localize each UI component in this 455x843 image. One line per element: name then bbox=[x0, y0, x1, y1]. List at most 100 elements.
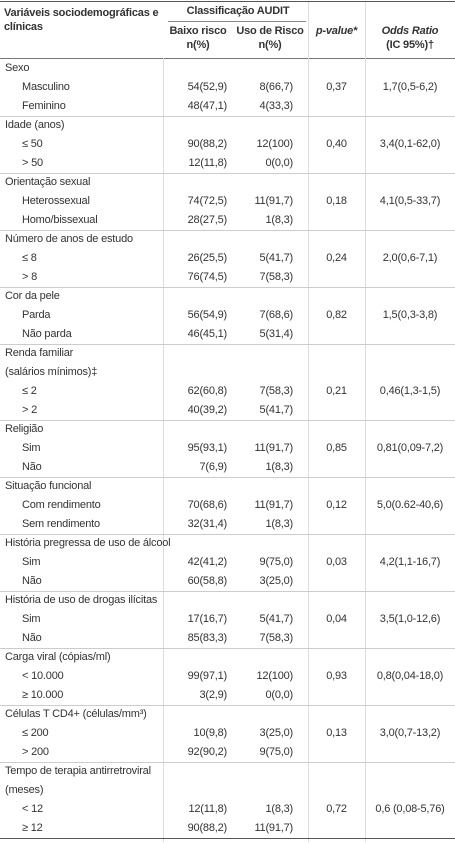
row-label: Sem rendimento bbox=[22, 518, 100, 530]
cell-low: 17(16,7) bbox=[187, 613, 228, 625]
row-label: ≤ 50 bbox=[22, 138, 43, 150]
cell-risk: 5(41,7) bbox=[259, 613, 294, 625]
column-rule bbox=[365, 2, 366, 842]
group-label: História pregressa de uso de álcool bbox=[5, 537, 171, 549]
row-label: Não bbox=[22, 461, 42, 473]
group-label: Idade (anos) bbox=[5, 119, 65, 131]
rule bbox=[0, 534, 455, 535]
cell-risk: 3(25,0) bbox=[259, 575, 294, 587]
cell-or: 4,2(1,1-16,7) bbox=[379, 556, 441, 568]
group-label: Número de anos de estudo bbox=[5, 233, 133, 245]
cell-risk: 9(75,0) bbox=[259, 556, 294, 568]
cell-risk: 7(58,3) bbox=[259, 385, 294, 397]
column-rule bbox=[163, 58, 164, 842]
rule bbox=[0, 705, 455, 706]
cell-risk: 1(8,3) bbox=[265, 803, 293, 815]
cell-low: 56(54,9) bbox=[187, 309, 228, 321]
group-label: Tempo de terapia antirretroviral bbox=[5, 765, 151, 777]
group-label: História de uso de drogas ilícitas bbox=[5, 594, 158, 606]
group-label: Cor da pele bbox=[5, 290, 60, 302]
cell-p: 0,85 bbox=[326, 442, 347, 454]
cell-p: 0,18 bbox=[326, 195, 347, 207]
cell-p: 0,82 bbox=[326, 309, 347, 321]
rule bbox=[0, 287, 455, 288]
rule bbox=[0, 230, 455, 231]
cell-p: 0,37 bbox=[326, 81, 347, 93]
cell-p: 0,21 bbox=[326, 385, 347, 397]
row-label: Com rendimento bbox=[22, 499, 101, 511]
cell-or: 0,81(0,09-7,2) bbox=[376, 442, 444, 454]
cell-low: 92(90,2) bbox=[187, 746, 228, 758]
cell-risk: 3(25,0) bbox=[259, 727, 294, 739]
row-label: < 12 bbox=[22, 803, 43, 815]
cell-risk: 4(33,3) bbox=[259, 100, 294, 112]
header-or: Odds Ratio bbox=[381, 25, 439, 37]
rule bbox=[0, 1, 455, 2]
cell-risk: 5(31,4) bbox=[259, 328, 294, 340]
cell-low: 74(72,5) bbox=[187, 195, 228, 207]
group-label: Células T CD4+ (células/mm³) bbox=[5, 708, 147, 720]
cell-or: 3,4(0,1-62,0) bbox=[379, 138, 441, 150]
cell-low: 70(68,6) bbox=[187, 499, 228, 511]
cell-risk: 9(75,0) bbox=[259, 746, 294, 758]
cell-low: 12(11,8) bbox=[188, 157, 227, 169]
cell-or: 0,46(1,3-1,5) bbox=[379, 385, 441, 397]
group-label: (meses) bbox=[5, 784, 44, 796]
cell-risk: 11(91,7) bbox=[254, 499, 293, 511]
cell-risk: 0(0,0) bbox=[265, 157, 293, 169]
row-label: Não parda bbox=[22, 328, 72, 340]
row-label: Feminino bbox=[22, 100, 66, 112]
cell-p: 0,04 bbox=[326, 613, 347, 625]
cell-or: 3,0(0,7-13,2) bbox=[379, 727, 441, 739]
row-label: Não bbox=[22, 575, 42, 587]
cell-low: 62(60,8) bbox=[187, 385, 228, 397]
cell-p: 0,40 bbox=[326, 138, 347, 150]
rule bbox=[0, 344, 455, 345]
cell-risk: 11(91,7) bbox=[254, 442, 293, 454]
row-label: Masculino bbox=[22, 81, 70, 93]
rule bbox=[168, 21, 306, 22]
cell-or: 1,5(0,3-3,8) bbox=[382, 309, 438, 321]
cell-risk: 7(58,3) bbox=[259, 271, 294, 283]
header-risk: Uso de Risco bbox=[236, 25, 304, 37]
group-label: Orientação sexual bbox=[5, 176, 91, 188]
cell-low: 48(47,1) bbox=[187, 100, 228, 112]
group-label: Carga viral (cópias/ml) bbox=[5, 651, 111, 663]
rule bbox=[0, 420, 455, 421]
rule bbox=[0, 838, 455, 839]
row-label: ≤ 200 bbox=[22, 727, 49, 739]
cell-low: 40(39,2) bbox=[187, 404, 228, 416]
row-label: > 2 bbox=[22, 404, 37, 416]
cell-low: 60(58,8) bbox=[187, 575, 228, 587]
cell-risk: 11(91,7) bbox=[254, 195, 293, 207]
rule bbox=[0, 173, 455, 174]
rule bbox=[0, 116, 455, 117]
row-label: ≤ 2 bbox=[22, 385, 37, 397]
cell-low: 54(52,9) bbox=[187, 81, 228, 93]
cell-low: 99(97,1) bbox=[187, 670, 228, 682]
row-label: > 50 bbox=[22, 157, 43, 169]
header-audit: Classificação AUDIT bbox=[186, 5, 290, 17]
cell-risk: 1(8,3) bbox=[265, 461, 293, 473]
cell-risk: 8(66,7) bbox=[259, 81, 294, 93]
group-label: Sexo bbox=[5, 62, 30, 74]
row-label: > 8 bbox=[22, 271, 37, 283]
cell-low: 46(45,1) bbox=[187, 328, 228, 340]
cell-risk: 1(8,3) bbox=[265, 214, 293, 226]
cell-or: 4,1(0,5-33,7) bbox=[379, 195, 441, 207]
column-rule bbox=[308, 2, 309, 842]
cell-or: 0,6 (0,08-5,76) bbox=[375, 803, 445, 815]
cell-low: 85(83,3) bbox=[187, 632, 228, 644]
cell-low: 95(93,1) bbox=[187, 442, 228, 454]
header-low: n(%) bbox=[186, 39, 210, 51]
cell-risk: 5(41,7) bbox=[259, 404, 294, 416]
cell-low: 7(6,9) bbox=[199, 461, 227, 473]
cell-risk: 7(68,6) bbox=[259, 309, 294, 321]
cell-low: 3(2,9) bbox=[199, 689, 227, 701]
cell-low: 26(25,5) bbox=[187, 252, 228, 264]
header-low: Baixo risco bbox=[169, 25, 227, 37]
cell-risk: 0(0,0) bbox=[265, 689, 293, 701]
group-label: Situação funcional bbox=[5, 480, 92, 492]
row-label: Não bbox=[22, 632, 42, 644]
row-label: Heterossexual bbox=[22, 195, 90, 207]
